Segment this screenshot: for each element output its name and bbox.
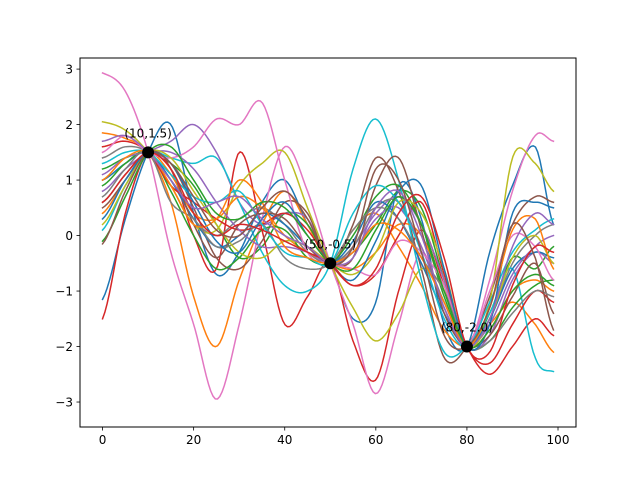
- y-tick-label-1: 1: [65, 174, 73, 188]
- x-axis-ticks: 0 20 40 60 80 100: [99, 427, 570, 447]
- point-labels: (10,1.5) (50,-0.5) (80,-2.0): [124, 126, 493, 334]
- point-label-2: (50,-0.5): [304, 237, 356, 251]
- y-tick-label--2: −2: [55, 340, 73, 354]
- y-tick-label--3: −3: [55, 396, 73, 410]
- x-tick-label-80: 80: [459, 433, 474, 447]
- x-tick-label-100: 100: [547, 433, 570, 447]
- y-tick-label--1: −1: [55, 285, 73, 299]
- x-tick-label-60: 60: [368, 433, 383, 447]
- y-tick-label-0: 0: [65, 229, 73, 243]
- x-tick-label-40: 40: [277, 433, 292, 447]
- constraint-point-3: [460, 340, 473, 353]
- point-label-3: (80,-2.0): [441, 321, 493, 335]
- constraint-points: [142, 146, 473, 353]
- constraint-point-1: [142, 146, 155, 159]
- y-tick-label-3: 3: [65, 63, 73, 77]
- y-tick-label-2: 2: [65, 118, 73, 132]
- plot-area-frame: [79, 57, 577, 428]
- x-tick-label-0: 0: [99, 433, 107, 447]
- constraint-point-2: [324, 257, 337, 270]
- x-tick-label-20: 20: [186, 433, 201, 447]
- y-axis-ticks: −3 −2 −1 0 1 2 3: [55, 63, 80, 410]
- point-label-1: (10,1.5): [124, 126, 172, 140]
